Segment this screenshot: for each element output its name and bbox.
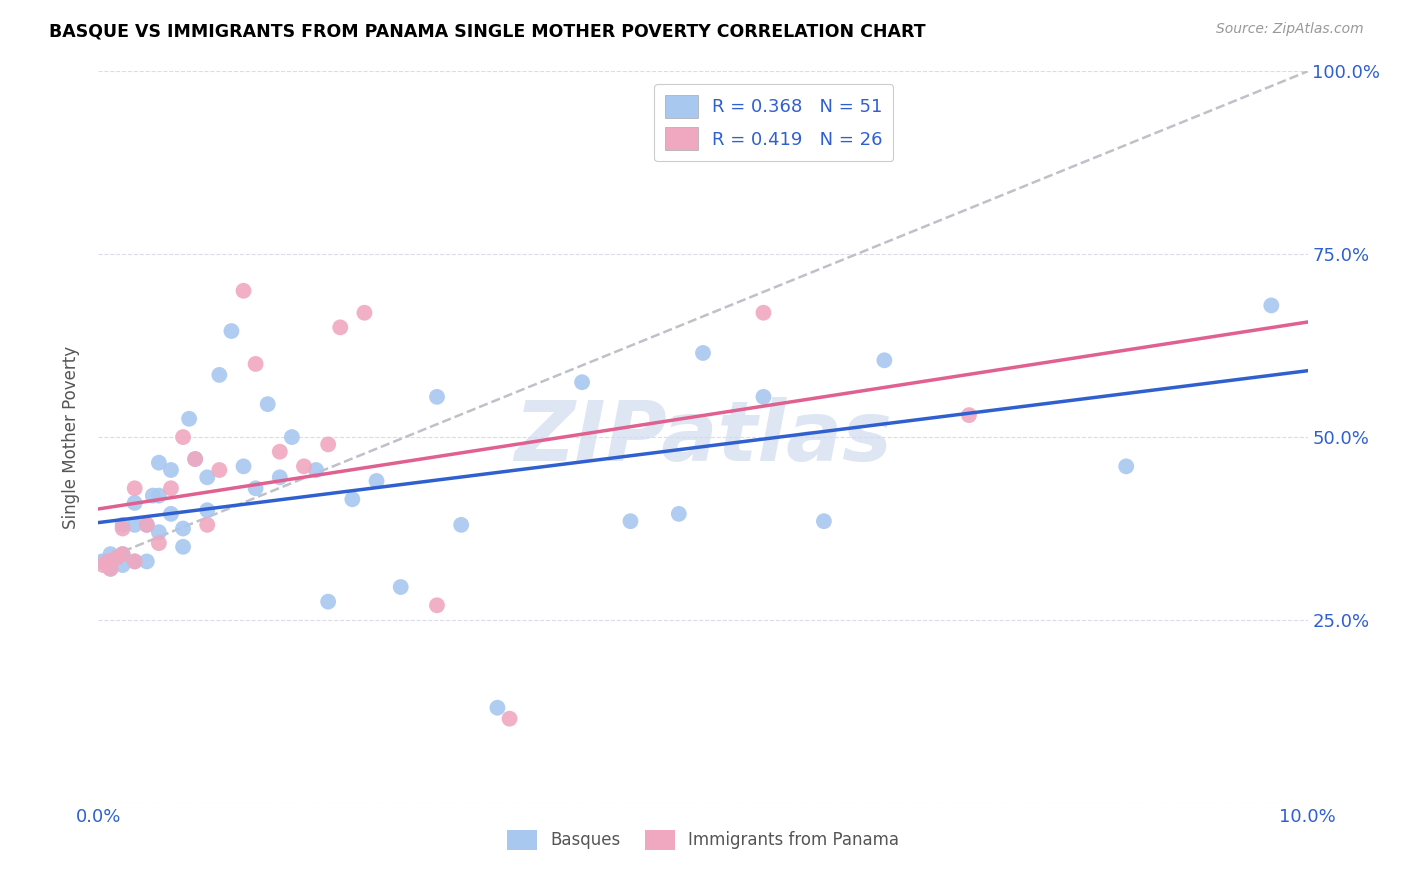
Point [316,594,339,608]
Point [1260,298,1282,312]
Point [135,554,157,568]
Point [160,463,183,477]
Point [221,324,243,338]
Point [111,521,134,535]
Point [208,463,231,477]
Point [100,562,122,576]
Point [195,470,218,484]
Point [124,481,146,495]
Point [426,390,449,404]
Point [96,554,118,568]
Point [873,353,896,368]
Point [184,452,207,467]
Point [668,507,690,521]
Text: Source: ZipAtlas.com: Source: ZipAtlas.com [1216,22,1364,37]
Point [179,412,201,426]
Point [316,437,339,451]
Point [571,376,593,390]
Point [135,517,157,532]
Point [208,368,231,382]
Point [124,554,146,568]
Point [342,492,364,507]
Point [195,503,218,517]
Point [184,452,207,467]
Point [111,547,134,561]
Point [135,517,157,532]
Point [245,481,267,495]
Y-axis label: Single Mother Poverty: Single Mother Poverty [62,345,80,529]
Point [91,558,114,573]
Point [329,320,352,334]
Point [426,599,449,613]
Point [105,550,128,565]
Point [292,459,315,474]
Point [148,456,170,470]
Point [498,712,520,726]
Point [232,284,254,298]
Point [124,517,146,532]
Text: ZIPatlas: ZIPatlas [515,397,891,477]
Point [100,554,122,568]
Point [281,430,304,444]
Point [148,525,170,540]
Point [105,550,128,565]
Point [172,521,194,535]
Point [366,474,388,488]
Point [752,306,775,320]
Point [486,700,509,714]
Point [256,397,278,411]
Point [813,514,835,528]
Point [160,507,183,521]
Point [195,517,218,532]
Point [93,554,115,568]
Point [100,562,122,576]
Point [111,547,134,561]
Point [450,517,472,532]
Point [692,346,714,360]
Point [245,357,267,371]
Point [111,517,134,532]
Point [269,444,291,458]
Point [142,489,165,503]
Point [957,408,980,422]
Point [172,540,194,554]
Text: BASQUE VS IMMIGRANTS FROM PANAMA SINGLE MOTHER POVERTY CORRELATION CHART: BASQUE VS IMMIGRANTS FROM PANAMA SINGLE … [49,22,925,40]
Point [97,554,120,568]
Point [172,430,194,444]
Point [148,489,170,503]
Point [148,536,170,550]
Point [305,463,328,477]
Point [111,558,134,573]
Point [232,459,254,474]
Point [100,547,122,561]
Point [389,580,412,594]
Point [91,554,114,568]
Point [353,306,375,320]
Point [160,481,183,495]
Point [124,554,146,568]
Legend: Basques, Immigrants from Panama: Basques, Immigrants from Panama [501,823,905,856]
Point [1115,459,1137,474]
Point [269,470,291,484]
Point [124,496,146,510]
Point [619,514,641,528]
Point [752,390,775,404]
